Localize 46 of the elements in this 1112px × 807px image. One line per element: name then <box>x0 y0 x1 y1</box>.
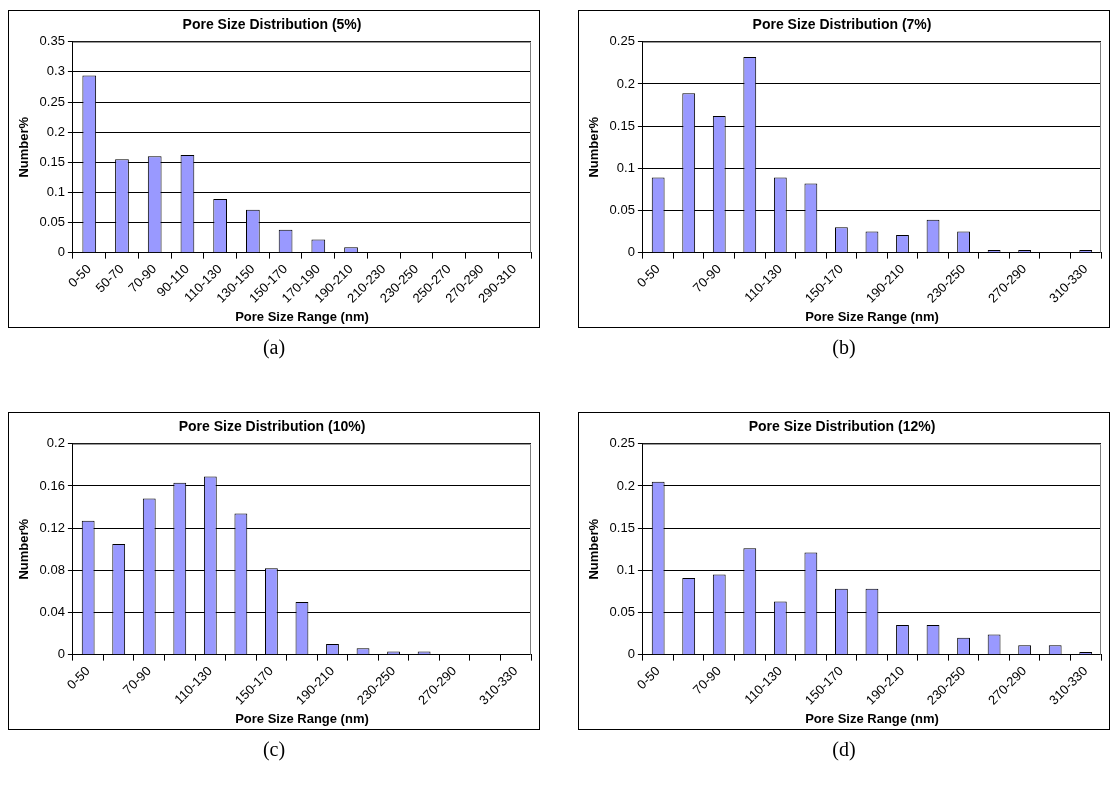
chart-title: Pore Size Distribution (10%) <box>178 418 366 435</box>
y-tick-label: 0.08 <box>39 561 65 577</box>
y-tick-label: 0.05 <box>39 214 65 230</box>
y-axis-title: Number% <box>586 116 602 178</box>
y-tick-label: 0.1 <box>46 183 65 199</box>
y-tick-label: 0 <box>627 646 635 662</box>
y-tick-label: 0 <box>57 244 65 260</box>
x-tick-label: 0-50 <box>63 663 93 693</box>
x-tick-label: 0-50 <box>633 663 663 693</box>
x-axis-title: Pore Size Range (nm) <box>235 710 369 726</box>
y-tick-label: 0.2 <box>46 123 65 139</box>
y-tick-label: 0.2 <box>616 75 635 91</box>
text: (a) <box>261 336 287 359</box>
chart-title: Pore Size Distribution (12%) <box>748 418 936 435</box>
text: (b) <box>831 336 857 359</box>
text: (d) <box>831 738 857 761</box>
y-tick-label: 0.25 <box>609 435 635 451</box>
y-tick-label: 0.1 <box>616 159 635 175</box>
y-tick-label: 0 <box>57 646 65 662</box>
x-tick-label: 0-50 <box>64 261 94 291</box>
x-axis-title: Pore Size Range (nm) <box>805 308 939 324</box>
y-axis-title: Number% <box>16 116 32 178</box>
y-tick-label: 0.12 <box>39 519 65 535</box>
chart-title: Pore Size Distribution (7%) <box>752 16 932 33</box>
y-tick-label: 0.05 <box>609 202 635 218</box>
chart-title: Pore Size Distribution (5%) <box>182 16 362 33</box>
text: (c) <box>261 738 287 761</box>
y-tick-label: 0 <box>627 244 635 260</box>
y-tick-label: 0.04 <box>39 604 65 620</box>
y-tick-label: 0.25 <box>39 93 65 109</box>
y-tick-label: 0.16 <box>39 477 65 493</box>
y-tick-label: 0.1 <box>616 561 635 577</box>
x-axis-title: Pore Size Range (nm) <box>805 710 939 726</box>
y-axis-title: Number% <box>16 518 32 580</box>
y-tick-label: 0.3 <box>46 63 65 79</box>
y-tick-label: 0.2 <box>46 435 65 451</box>
y-tick-label: 0.15 <box>609 519 635 535</box>
y-tick-label: 0.25 <box>609 33 635 49</box>
y-axis-title: Number% <box>586 518 602 580</box>
x-axis-title: Pore Size Range (nm) <box>235 308 369 324</box>
y-tick-label: 0.2 <box>616 477 635 493</box>
y-tick-label: 0.15 <box>39 153 65 169</box>
y-tick-label: 0.05 <box>609 604 635 620</box>
x-tick-label: 0-50 <box>633 261 663 291</box>
y-tick-label: 0.35 <box>39 33 65 49</box>
y-tick-label: 0.15 <box>609 117 635 133</box>
